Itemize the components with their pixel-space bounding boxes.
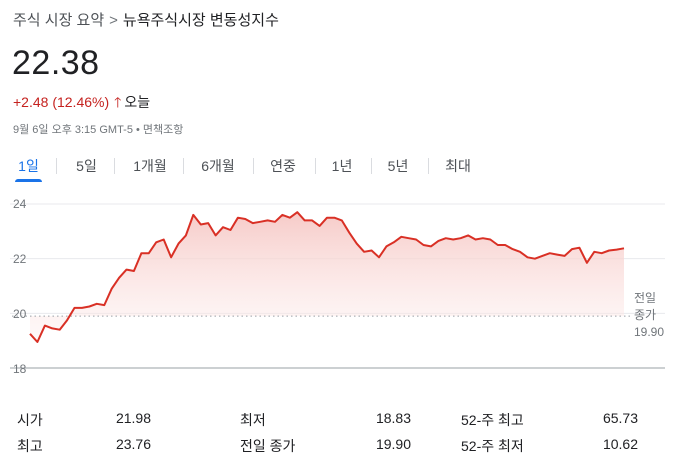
stat-label-prev-close: 전일 종가 [240,438,296,454]
stat-label-52wk-high: 52-주 최고 [461,412,524,428]
tab-divider [428,158,429,174]
y-tick-label: 18 [13,362,27,376]
breadcrumb-current: 뉴욕주식시장 변동성지수 [122,12,279,29]
tab-divider [56,158,57,174]
arrow-up-icon: 🡑 [114,94,122,110]
tab-5-years[interactable]: 5년 [387,158,409,174]
tab-5-days[interactable]: 5일 [76,158,97,174]
change-period: 오늘 [124,94,151,110]
previous-close-label: 전일 종가 19.90 [634,291,664,339]
stat-row: 최고 23.76 전일 종가 19.90 52-주 최저 10.62 [0,436,693,456]
price-change: +2.48 (12.46%) 🡑 오늘 [13,92,150,116]
stat-label-open: 시가 [17,412,43,428]
stat-value-prev-close: 19.90 [375,436,411,452]
y-axis-labels: 24 22 20 18 [13,197,27,376]
quote-timestamp: 9월 6일 오후 3:15 GMT-5 • 면책조항 [13,124,184,136]
stat-value-52wk-low: 10.62 [602,436,638,452]
tab-divider [315,158,316,174]
previous-close-label-line2: 종가 [634,308,656,322]
y-tick-label: 20 [13,307,27,321]
price-line [29,211,625,343]
change-value: +2.48 (12.46%) [13,94,110,110]
tab-1-month[interactable]: 1개월 [133,158,167,174]
previous-close-value: 19.90 [634,325,664,339]
tab-divider [371,158,372,174]
tab-divider [183,158,184,174]
breadcrumb-market-summary-link[interactable]: 주식 시장 요약 [13,12,105,29]
stat-label-52wk-low: 52-주 최저 [461,438,524,454]
tab-1-year[interactable]: 1년 [331,158,353,174]
stat-row: 시가 21.98 최저 18.83 52-주 최고 65.73 [0,410,693,430]
breadcrumb: 주식 시장 요약 > 뉴욕주식시장 변동성지수 [13,9,279,30]
tab-ytd[interactable]: 연중 [270,158,296,174]
previous-close-label-line1: 전일 [634,291,656,305]
current-price: 22.38 [12,44,100,82]
tab-6-months[interactable]: 6개월 [201,158,235,174]
y-tick-label: 24 [13,197,27,211]
y-tick-label: 22 [13,252,27,266]
breadcrumb-separator: > [109,12,118,29]
stat-label-low: 최저 [240,412,266,428]
tab-divider [253,158,254,174]
stat-value-open: 21.98 [115,410,151,426]
stat-label-high: 최고 [17,438,43,454]
price-chart[interactable]: 24 22 20 18 전일 종가 19.90 [0,190,693,390]
stat-value-high: 23.76 [115,436,151,452]
time-range-tabs: 1일 5일 1개월 6개월 연중 1년 5년 최대 [0,154,693,184]
tab-1-day[interactable]: 1일 [15,154,42,182]
tab-divider [114,158,115,174]
stat-value-low: 18.83 [375,410,411,426]
tab-max[interactable]: 최대 [445,158,471,174]
stat-value-52wk-high: 65.73 [602,410,638,426]
